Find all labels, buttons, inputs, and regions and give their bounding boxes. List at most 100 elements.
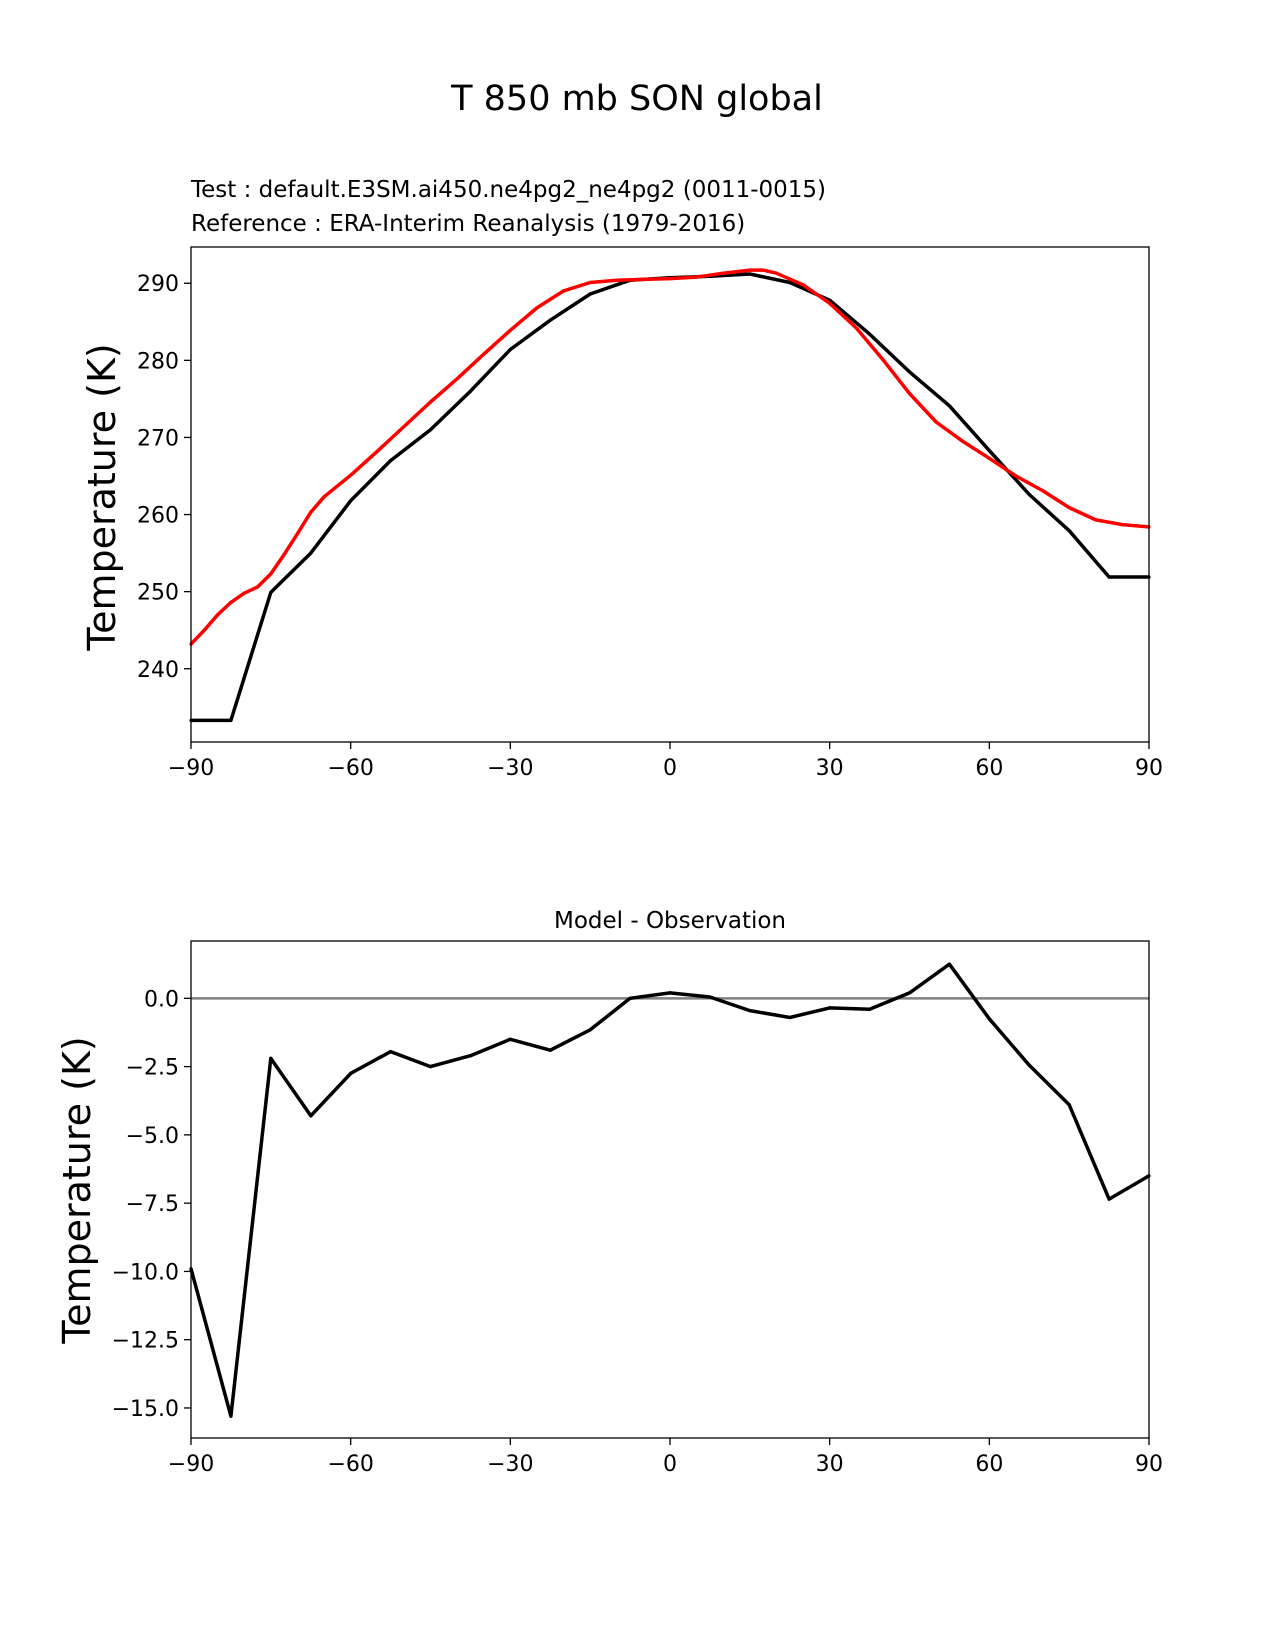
data-point-reference: [748, 268, 752, 272]
data-point-reference: [588, 280, 592, 285]
data-point-test: [947, 404, 952, 408]
data-point-reference: [202, 628, 206, 632]
x-tick-label: −90: [168, 756, 214, 781]
data-point-reference: [1067, 506, 1071, 510]
data-point-reference: [562, 289, 566, 293]
y-tick-label: −10.0: [112, 1260, 179, 1285]
data-point-test: [588, 292, 592, 296]
data-point-difference: [708, 995, 712, 999]
data-point-reference: [295, 532, 299, 536]
x-tick-label: 60: [975, 756, 1003, 781]
top-plot-frame: [190, 246, 1150, 743]
data-point-test: [868, 332, 872, 336]
data-point-reference: [455, 377, 459, 381]
data-point-difference: [548, 1048, 552, 1052]
data-point-reference: [828, 301, 832, 305]
data-point-difference: [748, 1009, 752, 1013]
y-tick-label: 240: [137, 658, 179, 683]
data-point-reference: [535, 306, 539, 310]
data-point-difference: [907, 991, 912, 995]
data-point-reference: [695, 275, 699, 279]
data-point-difference: [668, 991, 672, 995]
data-point-reference: [349, 473, 353, 477]
data-point-reference: [282, 553, 286, 557]
data-point-test: [428, 428, 433, 432]
y-tick-label: −7.5: [126, 1192, 179, 1217]
data-point-reference: [375, 449, 379, 453]
y-tick-label: −2.5: [126, 1056, 179, 1081]
series-line-test: [191, 272, 1149, 723]
data-point-test: [1027, 492, 1031, 497]
data-point-reference: [721, 271, 725, 275]
data-point-reference: [641, 277, 646, 281]
data-point-reference: [934, 420, 938, 424]
data-point-test: [548, 318, 552, 322]
data-point-test: [468, 389, 472, 393]
data-point-difference: [349, 1071, 353, 1075]
x-tick-label: −60: [327, 1452, 373, 1477]
data-point-reference: [668, 277, 672, 281]
x-tick-label: 90: [1135, 756, 1163, 781]
y-tick-label: −12.5: [112, 1329, 179, 1354]
data-point-difference: [389, 1050, 393, 1054]
data-point-difference: [468, 1054, 472, 1058]
data-point-test: [907, 370, 912, 374]
series-line-reference: [189, 268, 1150, 646]
y-tick-label: 250: [137, 581, 179, 606]
data-point-test: [389, 459, 393, 463]
data-point-reference: [269, 572, 273, 576]
y-tick-label: −5.0: [126, 1124, 179, 1149]
y-tick-label: −15.0: [112, 1397, 179, 1422]
data-point-difference: [269, 1056, 273, 1060]
bottom-ylabel: Temperature (K): [55, 1036, 99, 1344]
data-point-reference: [482, 352, 486, 356]
y-tick-label: 290: [137, 272, 179, 297]
data-point-reference: [615, 278, 619, 282]
data-point-reference: [1120, 523, 1124, 527]
data-point-reference: [961, 439, 965, 443]
x-tick-label: 0: [663, 1452, 677, 1477]
data-point-reference: [508, 328, 512, 332]
reference-label: Reference : ERA-Interim Reanalysis (1979…: [191, 211, 745, 237]
figure-title: T 850 mb SON global: [450, 79, 823, 119]
data-point-reference: [774, 271, 779, 275]
x-tick-label: 60: [975, 1452, 1003, 1477]
data-point-reference: [242, 591, 246, 595]
data-point-reference: [322, 495, 326, 499]
data-point-test: [309, 551, 313, 555]
series-line-difference: [189, 962, 1150, 1418]
data-point-reference: [987, 456, 991, 460]
data-point-difference: [1027, 1063, 1031, 1067]
data-point-difference: [1067, 1103, 1071, 1107]
data-point-difference: [428, 1065, 433, 1069]
data-point-test: [1107, 575, 1111, 579]
data-point-reference: [907, 391, 912, 396]
data-point-test: [349, 499, 353, 503]
data-point-difference: [788, 1015, 792, 1020]
data-point-difference: [229, 1414, 233, 1418]
data-point-difference: [868, 1007, 872, 1011]
data-point-reference: [761, 268, 765, 272]
x-tick-label: 0: [663, 756, 677, 781]
data-point-reference: [428, 400, 433, 404]
data-point-difference: [947, 962, 952, 966]
data-point-reference: [1041, 489, 1045, 493]
x-tick-label: −60: [327, 756, 373, 781]
data-point-reference: [881, 358, 885, 362]
data-point-reference: [1094, 518, 1098, 522]
top-ylabel: Temperature (K): [80, 343, 124, 651]
data-point-reference: [309, 510, 313, 514]
data-point-test: [229, 718, 233, 723]
y-tick-label: 260: [137, 504, 179, 529]
y-tick-label: 270: [137, 426, 179, 451]
data-point-reference: [801, 283, 805, 287]
data-point-test: [508, 347, 512, 352]
data-point-test: [1067, 529, 1071, 533]
data-point-test: [788, 280, 792, 285]
data-point-reference: [854, 326, 858, 330]
data-point-reference: [229, 600, 233, 605]
data-point-difference: [1107, 1197, 1111, 1201]
data-point-difference: [987, 1017, 991, 1021]
y-tick-label: 280: [137, 349, 179, 374]
